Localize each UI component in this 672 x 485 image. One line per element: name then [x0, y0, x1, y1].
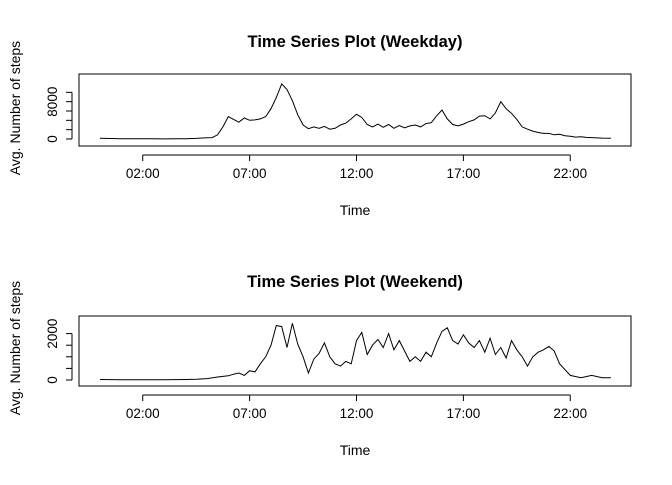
plot-frame — [78, 73, 632, 147]
y-axis-label: Avg. Number of steps — [7, 41, 23, 175]
chart-title: Time Series Plot (Weekend) — [247, 273, 463, 291]
x-tick-label: 07:00 — [233, 406, 267, 421]
series-line — [99, 323, 611, 381]
x-tick-label: 12:00 — [340, 406, 374, 421]
x-tick-label: 12:00 — [340, 166, 374, 181]
x-tick-label: 02:00 — [126, 406, 160, 421]
x-tick-label: 07:00 — [233, 166, 267, 181]
chart-title: Time Series Plot (Weekday) — [248, 33, 463, 51]
series-line — [99, 82, 611, 140]
y-tick-label: 2000 — [45, 319, 60, 349]
x-axis-label: Time — [340, 202, 371, 218]
x-tick-label: 22:00 — [553, 406, 587, 421]
y-axis-label: Avg. Number of steps — [7, 281, 23, 415]
x-tick-label: 17:00 — [446, 166, 480, 181]
x-tick-label: 02:00 — [126, 166, 160, 181]
y-tick-label: 8000 — [45, 87, 60, 117]
plot-frame — [78, 315, 632, 387]
y-tick-label: 0 — [45, 135, 60, 143]
x-axis-label: Time — [340, 442, 371, 458]
y-tick-label: 0 — [45, 376, 60, 384]
x-tick-label: 22:00 — [553, 166, 587, 181]
x-tick-label: 17:00 — [446, 406, 480, 421]
